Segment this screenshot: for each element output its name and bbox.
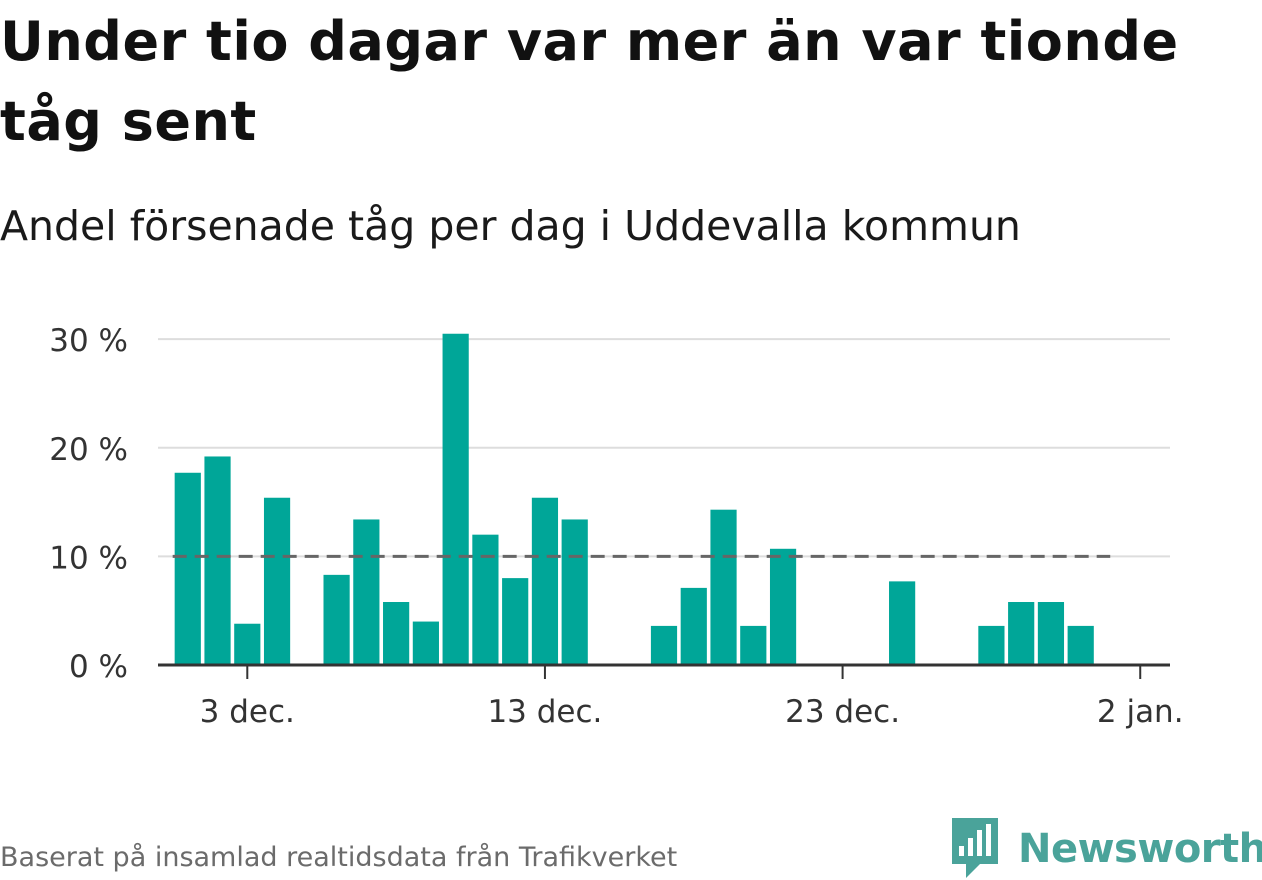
brand-logo: Newsworthy — [950, 818, 1262, 880]
bar — [174, 472, 201, 665]
bar — [561, 519, 588, 665]
bar — [412, 621, 439, 665]
x-tick-label: 3 dec. — [200, 694, 295, 730]
bar — [323, 574, 350, 665]
bar — [234, 623, 261, 665]
y-tick-label: 20 % — [49, 432, 128, 468]
bar-chart: 0 % 10 % 20 % 30 % 3 dec. 13 dec. 23 dec. 2 jan… — [49, 323, 1184, 730]
chart-subtitle: Andel försenade tåg per dag i Uddevalla … — [0, 202, 1021, 250]
x-tick-label: 2 jan. — [1097, 694, 1184, 730]
chart-title: Under tio dagar var mer än var tionde tå… — [0, 10, 1179, 153]
bar — [1008, 602, 1035, 665]
bar — [769, 548, 797, 665]
bar — [204, 456, 231, 665]
bar — [502, 578, 529, 665]
y-tick-label: 30 % — [49, 323, 128, 359]
bar — [650, 625, 678, 665]
y-tick-label: 10 % — [49, 540, 128, 576]
bar — [978, 625, 1005, 665]
brand-name: Newsworthy — [1018, 826, 1262, 872]
y-tick-label: 0 % — [69, 649, 128, 685]
bar — [383, 602, 410, 665]
newsworthy-logo-icon — [952, 818, 998, 878]
x-tick-label: 23 dec. — [785, 694, 900, 730]
bar — [472, 534, 499, 665]
bar — [263, 497, 291, 665]
bar — [680, 587, 707, 665]
source-note: Baserat på insamlad realtidsdata från Tr… — [0, 842, 678, 873]
bar — [710, 509, 737, 665]
x-tick-label: 13 dec. — [487, 694, 602, 730]
bar — [531, 497, 559, 665]
bar — [1067, 625, 1094, 665]
bar — [889, 581, 916, 665]
bar — [740, 625, 767, 665]
bar — [353, 519, 380, 665]
bar — [442, 333, 469, 665]
bar — [1037, 602, 1065, 665]
